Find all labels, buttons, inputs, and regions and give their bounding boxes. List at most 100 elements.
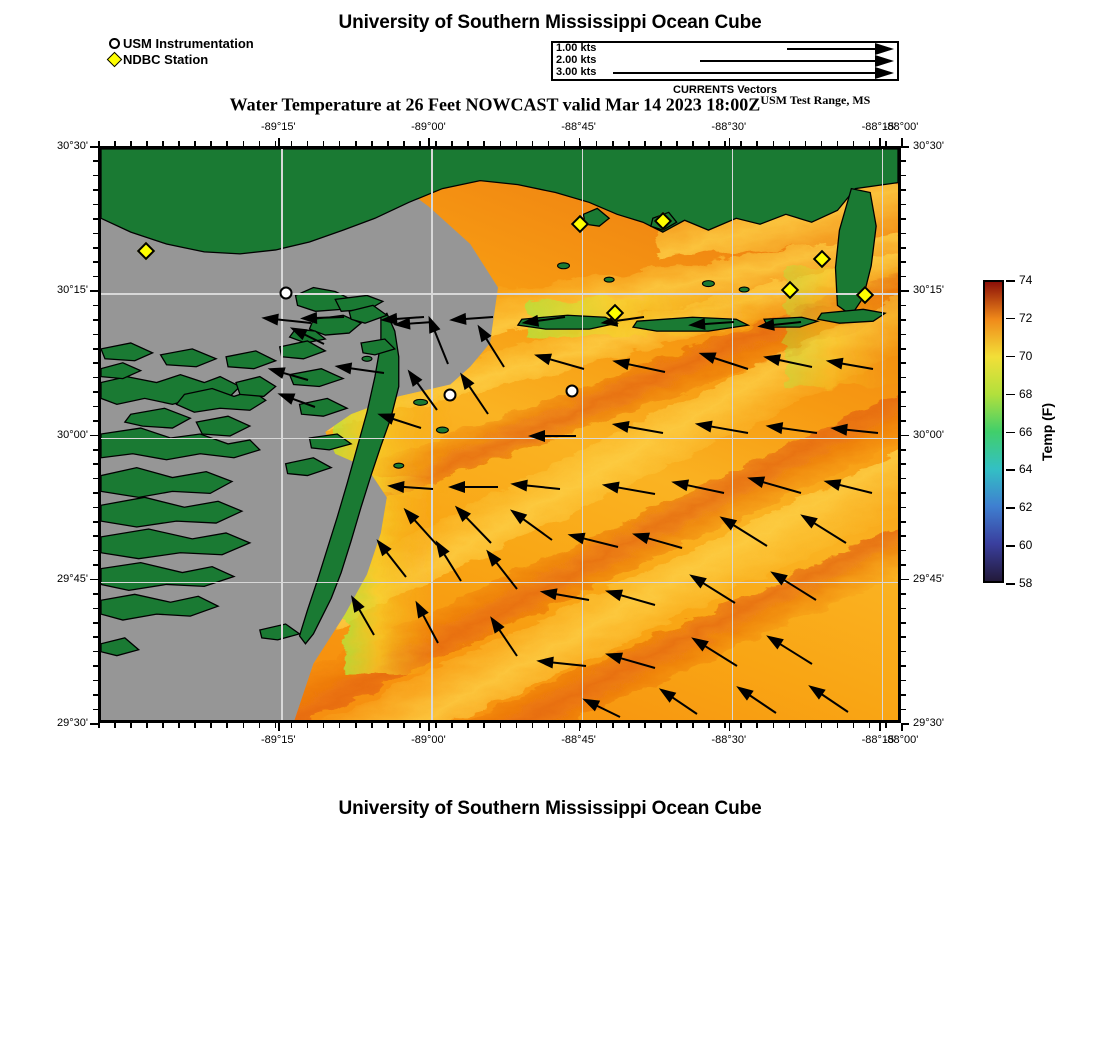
axis-minor-tick-x-bottom [419,723,421,728]
map-subtitle-main: Water Temperature at 26 Feet NOWCAST val… [229,94,761,115]
axis-minor-tick-x-top [611,141,614,146]
axis-minor-tick-x-top [162,141,164,146]
axis-minor-tick-x-top [435,141,437,146]
usm-station-marker[interactable] [279,286,293,300]
map-plot[interactable] [98,146,901,723]
axis-minor-tick-x-top [290,141,293,146]
axis-minor-tick-y-right [901,391,906,393]
usm-station-marker[interactable] [565,384,579,398]
axis-minor-tick-x-top [708,141,710,146]
vector-scale-row-2: 2.00 kts [553,54,897,67]
axis-minor-tick-x-top [322,141,325,146]
colorbar-tick [1006,507,1015,509]
axis-minor-tick-x-bottom [547,723,550,728]
axis-minor-tick-y-left [93,218,98,220]
vector-arrowhead-2 [875,55,894,67]
axis-minor-tick-x-top [660,141,662,146]
axis-minor-tick-x-top [692,141,694,146]
axis-minor-tick-y-right [901,189,906,191]
footer-title: University of Southern Mississippi Ocean… [338,798,762,819]
axis-minor-tick-x-top [114,141,116,146]
colorbar-tick [1006,545,1015,547]
axis-minor-tick-y-left [93,203,98,206]
axis-tick-x-top [878,138,881,146]
axis-minor-tick-x-top [146,141,148,146]
axis-minor-tick-y-right [901,636,906,639]
axis-minor-tick-x-top [467,141,469,146]
axis-minor-tick-y-right [901,347,906,350]
axis-minor-tick-x-bottom [258,723,261,728]
axis-minor-tick-y-left [93,521,98,523]
axis-minor-tick-x-top [515,141,518,146]
axis-label-y-left: 30°30' [57,140,88,152]
axis-minor-tick-x-top [226,141,229,146]
axis-minor-tick-y-left [93,304,98,307]
ndbc-station-marker[interactable] [780,280,799,300]
colorbar-tick-label: 66 [1019,424,1033,439]
axis-label-y-left: 30°15' [57,284,88,297]
axis-label-x-top: -88°00' [883,121,919,133]
colorbar-tick-label: 72 [1019,310,1033,325]
axis-minor-tick-y-left [93,549,98,552]
gridline-vertical [581,149,584,720]
ndbc-station-marker[interactable] [855,285,875,304]
axis-minor-tick-x-top [483,141,486,146]
axis-minor-tick-x-bottom [836,723,839,728]
axis-minor-tick-x-top [451,141,453,146]
colorbar-tick-label: 74 [1019,273,1033,287]
axis-minor-tick-x-bottom [322,723,325,728]
axis-minor-tick-y-right [901,420,906,422]
gridline-vertical [731,149,734,720]
legend-item-ndbc: NDBC Station [106,51,254,68]
colorbar-tick-label: 68 [1019,386,1033,401]
ndbc-station-marker[interactable] [813,249,832,269]
axis-minor-tick-y-left [93,146,98,148]
station-legend: USM Instrumentation NDBC Station [106,36,254,68]
axis-minor-tick-y-left [93,477,98,480]
axis-minor-tick-x-top [901,141,903,146]
axis-minor-tick-y-right [901,333,906,336]
axis-minor-tick-y-right [901,622,906,624]
axis-minor-tick-y-right [901,319,906,321]
ndbc-station-marker[interactable] [653,212,672,231]
colorbar-tick-label: 60 [1019,538,1033,553]
axis-tick-x-bottom [728,723,731,731]
ndbc-station-marker[interactable] [137,242,156,261]
axis-minor-tick-x-top [403,141,405,146]
axis-minor-tick-y-left [93,506,98,509]
axis-minor-tick-x-top [130,141,132,146]
axis-minor-tick-y-left [93,290,98,292]
axis-label-x-top: -88°15' [861,121,897,133]
axis-minor-tick-x-top [210,141,212,146]
axis-minor-tick-x-bottom [644,723,646,728]
axis-minor-tick-y-left [93,564,98,566]
axis-minor-tick-x-top [756,141,759,146]
axis-minor-tick-x-bottom [563,723,566,728]
axis-minor-tick-x-bottom [756,723,759,728]
axis-minor-tick-y-left [93,607,98,610]
gridline-vertical [281,149,283,720]
axis-minor-tick-x-top [306,141,309,146]
vector-arrowhead-3 [875,67,894,79]
vector-shaft-3 [613,72,875,74]
axis-minor-tick-x-top [242,141,245,146]
ndbc-station-marker[interactable] [570,215,590,234]
axis-minor-tick-x-bottom [290,723,293,728]
axis-minor-tick-x-bottom [114,723,116,728]
axis-minor-tick-x-top [772,141,775,146]
map-gridlines [101,149,898,720]
axis-label-x-bottom: -88°15' [861,734,897,746]
axis-minor-tick-x-bottom [274,723,277,728]
axis-minor-tick-x-top [724,141,726,146]
axis-label-x-top: -88°30' [711,121,747,133]
axis-minor-tick-x-top [579,141,582,146]
axis-minor-tick-x-bottom [210,723,212,728]
axis-minor-tick-x-bottom [435,723,437,728]
colorbar-tick [1006,317,1015,320]
axis-minor-tick-x-top [178,141,180,146]
usm-station-marker[interactable] [443,388,457,401]
axis-minor-tick-y-right [901,708,906,711]
axis-minor-tick-x-bottom [901,723,903,728]
axis-minor-tick-y-right [901,261,906,263]
axis-minor-tick-x-top [788,141,791,146]
